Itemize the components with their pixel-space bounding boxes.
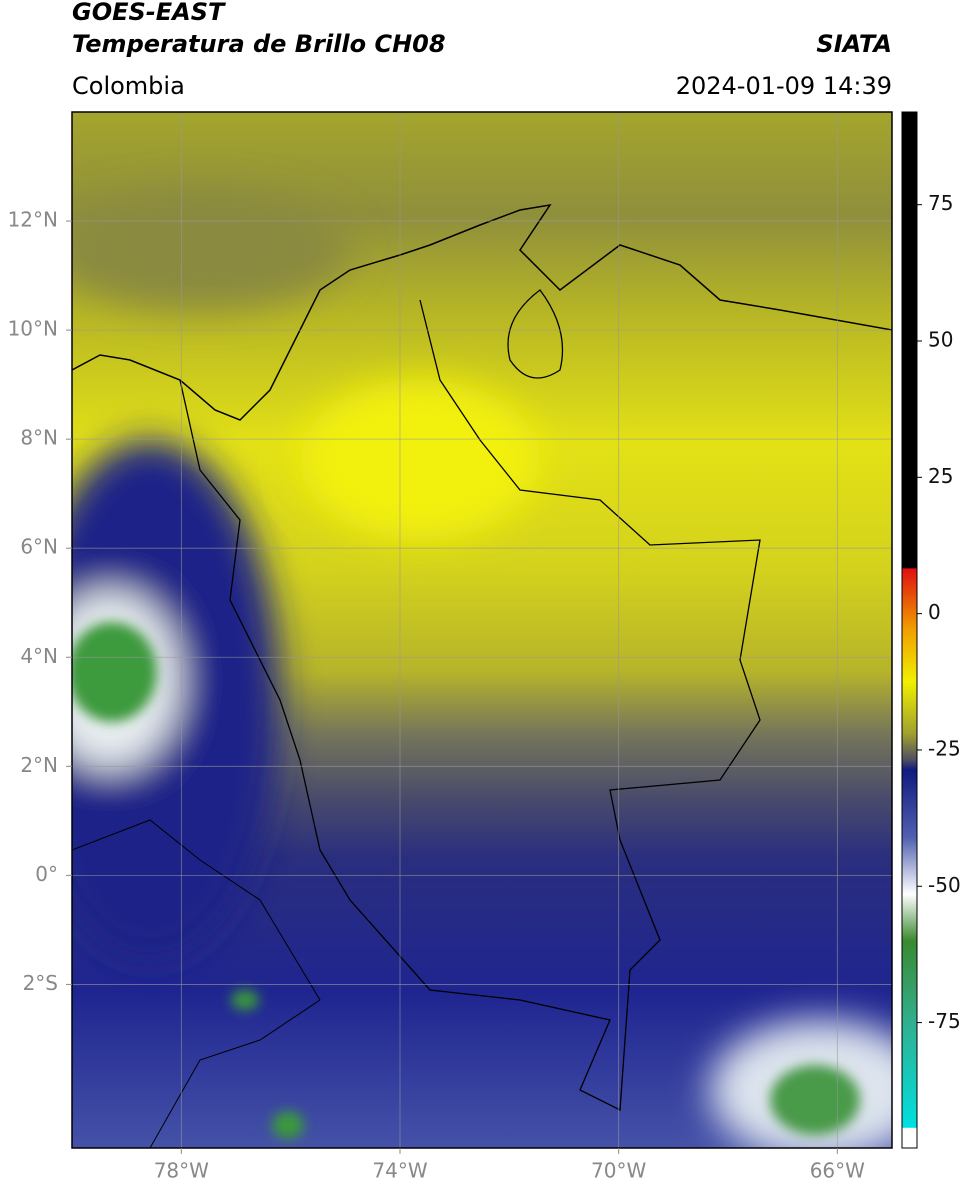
title: GOES-EAST xyxy=(72,0,226,26)
lat-tick-label: 0° xyxy=(35,862,58,886)
lat-tick-label: 4°N xyxy=(20,644,58,668)
lat-tick-label: 2°S xyxy=(23,971,58,995)
colorbar-tick-label: -75 xyxy=(928,1009,961,1033)
map-image xyxy=(72,112,892,1148)
lat-tick-label: 8°N xyxy=(20,426,58,450)
datetime: 2024-01-09 14:39 xyxy=(676,72,892,100)
colorbar-tick-label: 75 xyxy=(928,191,953,215)
lat-tick-label: 10°N xyxy=(8,317,58,341)
lon-tick-label: 78°W xyxy=(154,1159,209,1183)
lat-tick-label: 2°N xyxy=(20,753,58,777)
colorbar-tick-label: -50 xyxy=(928,873,961,897)
colorbar-tick-label: 0 xyxy=(928,600,941,624)
subtitle: Temperatura de Brillo CH08 xyxy=(72,30,446,58)
colorbar-tick-label: 50 xyxy=(928,328,953,352)
lat-tick-label: 12°N xyxy=(8,208,58,232)
colorbar-tick-label: -25 xyxy=(928,736,961,760)
region: Colombia xyxy=(72,72,185,100)
colorbar xyxy=(901,111,918,1149)
lon-tick-label: 70°W xyxy=(591,1159,646,1183)
lon-tick-label: 66°W xyxy=(810,1159,865,1183)
map-frame xyxy=(71,111,893,1149)
colorbar-tick-label: 25 xyxy=(928,464,953,488)
source: SIATA xyxy=(816,30,892,58)
lat-tick-label: 6°N xyxy=(20,535,58,559)
lon-tick-label: 74°W xyxy=(372,1159,427,1183)
